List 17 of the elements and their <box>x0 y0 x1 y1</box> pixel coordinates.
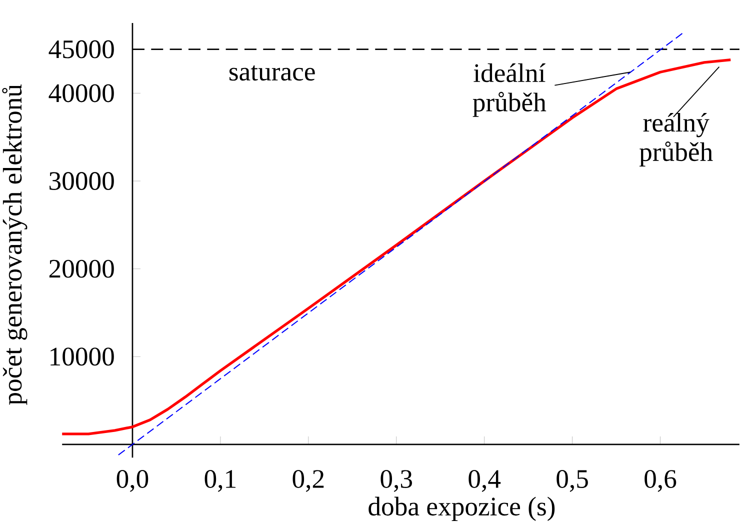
x-tick-label: 0,3 <box>380 470 412 492</box>
ref-line-label: saturace <box>229 65 315 81</box>
x-axis-title: doba expozice (s) <box>368 496 555 521</box>
x-tick-label: 0,1 <box>204 470 236 492</box>
y-tick-label: 30000 <box>50 172 114 190</box>
annotation: ideální průběh <box>472 63 546 117</box>
y-axis-title: počet generovaných elektronů <box>2 84 28 405</box>
annotation: reálný průběh <box>640 112 713 167</box>
y-tick-label: 20000 <box>49 260 114 278</box>
y-tick-label: 10000 <box>50 348 114 366</box>
x-tick-label: 0,6 <box>644 470 676 492</box>
x-tick-label: 0,2 <box>292 470 324 492</box>
x-tick-label: 0,0 <box>116 470 148 492</box>
y-tick-label: 45000 <box>48 40 114 58</box>
y-tick-label: 40000 <box>48 84 114 102</box>
x-tick-label: 0,4 <box>468 470 501 492</box>
x-tick-label: 0,5 <box>556 470 588 492</box>
